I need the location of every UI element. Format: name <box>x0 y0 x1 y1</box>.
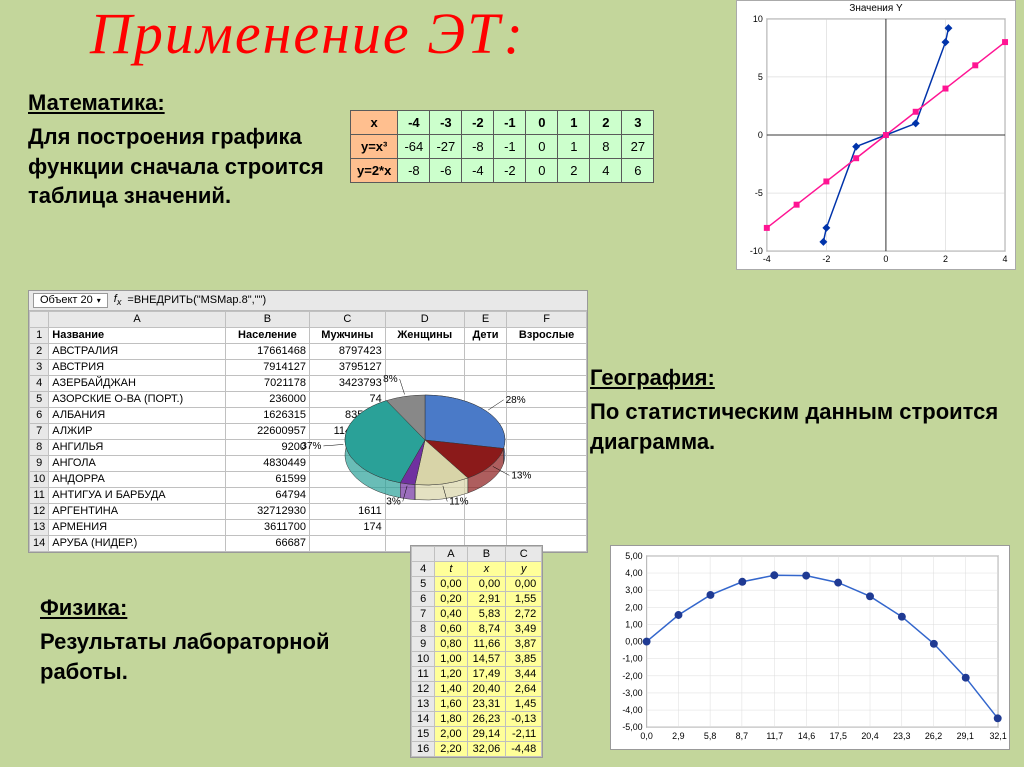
svg-text:3%: 3% <box>386 496 401 507</box>
svg-text:-3,00: -3,00 <box>622 688 642 698</box>
math-section: Математика: Для построения графика функц… <box>28 90 348 211</box>
excel-formula: =ВНЕДРИТЬ("MSMap.8","") <box>127 295 266 306</box>
svg-text:1,00: 1,00 <box>625 619 642 629</box>
math-heading: Математика: <box>28 90 348 116</box>
line-chart-functions: Значения Y -4 -2 0 2 4 -10 -5 0 5 10 <box>736 0 1016 270</box>
svg-text:4: 4 <box>1003 254 1008 264</box>
svg-text:17,5: 17,5 <box>830 731 847 741</box>
svg-text:0: 0 <box>758 130 763 140</box>
svg-text:-5: -5 <box>755 188 763 198</box>
svg-text:-2,00: -2,00 <box>622 671 642 681</box>
geo-heading: География: <box>590 365 1000 391</box>
svg-text:2: 2 <box>943 254 948 264</box>
svg-text:13%: 13% <box>511 470 531 481</box>
excel-formula-bar: Объект 20▾ fx =ВНЕДРИТЬ("MSMap.8","") <box>29 291 587 311</box>
svg-text:8%: 8% <box>383 374 398 385</box>
svg-text:37%: 37% <box>301 441 321 452</box>
physics-section: Физика: Результаты лабораторной работы. <box>40 595 400 686</box>
svg-text:10: 10 <box>753 14 763 24</box>
svg-text:28%: 28% <box>506 395 526 406</box>
svg-text:3,00: 3,00 <box>625 585 642 595</box>
excel-namebox: Объект 20▾ <box>33 293 108 308</box>
svg-text:Значения Y: Значения Y <box>849 3 903 14</box>
svg-text:8,7: 8,7 <box>736 731 748 741</box>
svg-text:-2: -2 <box>822 254 830 264</box>
phys-text: Результаты лабораторной работы. <box>40 627 400 686</box>
svg-text:-4,00: -4,00 <box>622 705 642 715</box>
svg-text:-10: -10 <box>750 246 763 256</box>
svg-text:5,00: 5,00 <box>625 551 642 561</box>
svg-text:-4: -4 <box>763 254 771 264</box>
svg-text:29,1: 29,1 <box>957 731 974 741</box>
function-table: x-4-3-2-10123y=x³-64-27-8-101827y=2*x-8-… <box>350 110 654 183</box>
svg-text:2,00: 2,00 <box>625 602 642 612</box>
svg-text:14,6: 14,6 <box>798 731 815 741</box>
svg-text:32,1: 32,1 <box>989 731 1006 741</box>
svg-text:5: 5 <box>758 72 763 82</box>
svg-text:11,7: 11,7 <box>766 731 783 741</box>
svg-text:20,4: 20,4 <box>861 731 878 741</box>
svg-text:2,9: 2,9 <box>672 731 684 741</box>
svg-text:26,2: 26,2 <box>925 731 942 741</box>
physics-data-table: ABC4txy50,000,000,0060,202,911,5570,405,… <box>410 545 543 758</box>
svg-text:23,3: 23,3 <box>893 731 910 741</box>
svg-text:4,00: 4,00 <box>625 568 642 578</box>
page-title: Применение ЭТ: <box>90 0 525 67</box>
svg-text:5,8: 5,8 <box>704 731 716 741</box>
pie-chart: 28% 13% 11% 3% 37% 8% <box>265 345 585 535</box>
geography-section: География: По статистическим данным стро… <box>590 365 1000 456</box>
phys-heading: Физика: <box>40 595 400 621</box>
physics-trajectory-chart: -5,00-4,00-3,00-2,00-1,000,001,002,003,0… <box>610 545 1010 750</box>
svg-text:-1,00: -1,00 <box>622 654 642 664</box>
geo-text: По статистическим данным строится диагра… <box>590 397 1000 456</box>
svg-text:0: 0 <box>883 254 888 264</box>
svg-text:0,00: 0,00 <box>625 637 642 647</box>
math-text: Для построения графика функции сначала с… <box>28 122 348 211</box>
svg-text:11%: 11% <box>449 496 468 507</box>
svg-text:0,0: 0,0 <box>640 731 652 741</box>
